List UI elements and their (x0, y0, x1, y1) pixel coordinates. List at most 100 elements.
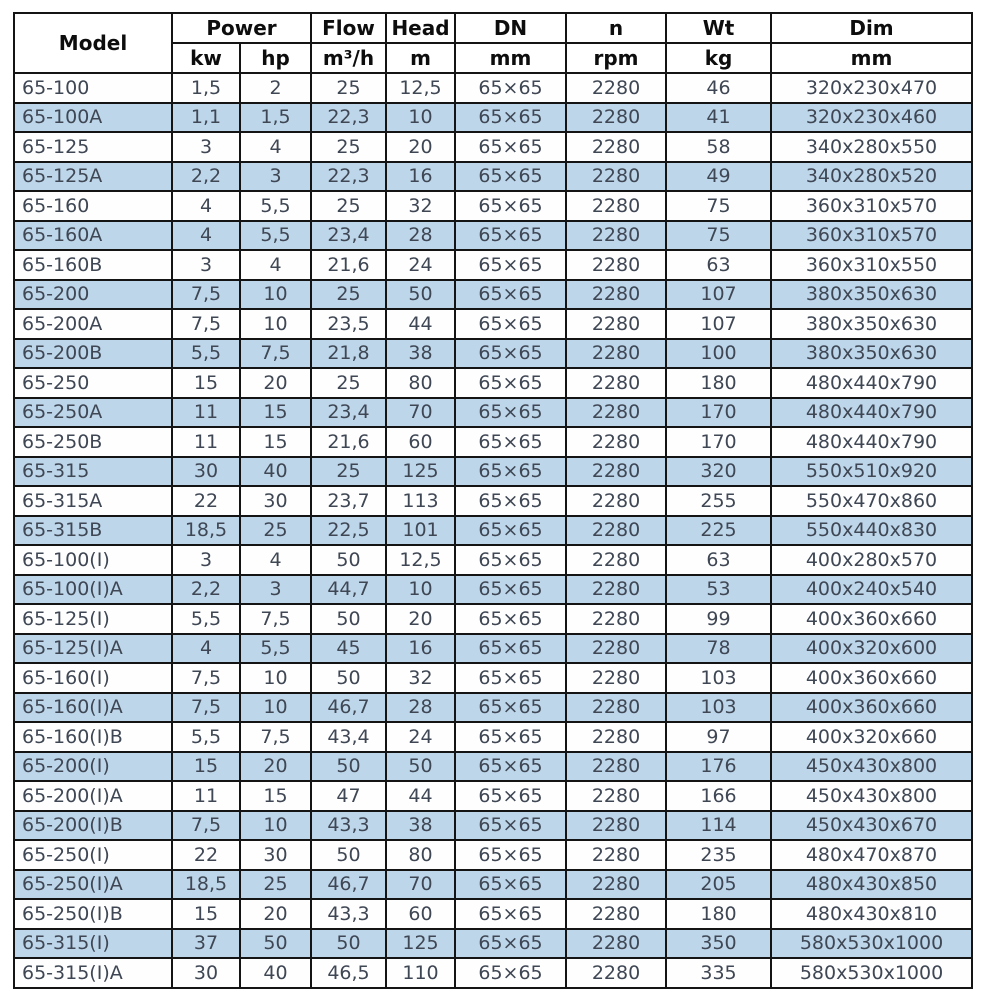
unit-flow: m³/h (310, 42, 387, 74)
weight-cell: 225 (665, 514, 772, 546)
dim-cell: 550x510x920 (770, 455, 973, 487)
power-hp-cell: 50 (239, 927, 312, 959)
weight-cell: 235 (665, 839, 772, 871)
dn-cell: 65×65 (454, 219, 567, 251)
power-hp-cell: 3 (239, 160, 312, 192)
rpm-cell: 2280 (565, 278, 667, 310)
power-kw-cell: 3 (171, 131, 241, 163)
power-kw-cell: 3 (171, 544, 241, 576)
rpm-cell: 2280 (565, 839, 667, 871)
head-cell: 70 (385, 868, 456, 900)
dn-cell: 65×65 (454, 632, 567, 664)
power-kw-cell: 11 (171, 426, 241, 458)
dim-cell: 480x430x810 (770, 898, 973, 930)
dim-cell: 400x320x660 (770, 721, 973, 753)
head-cell: 28 (385, 219, 456, 251)
power-kw-cell: 7,5 (171, 308, 241, 340)
dn-cell: 65×65 (454, 101, 567, 133)
rpm-cell: 2280 (565, 160, 667, 192)
dim-cell: 400x240x540 (770, 573, 973, 605)
dn-cell: 65×65 (454, 249, 567, 281)
power-hp-cell: 10 (239, 691, 312, 723)
power-hp-cell: 4 (239, 249, 312, 281)
weight-cell: 63 (665, 249, 772, 281)
power-kw-cell: 30 (171, 957, 241, 989)
model-cell: 65-125(I)A (13, 632, 173, 664)
header-model: Model (13, 12, 173, 74)
rpm-cell: 2280 (565, 898, 667, 930)
model-cell: 65-100 (13, 72, 173, 104)
table-row: 65-200B 5,5 7,5 21,8 38 65×65 2280 100 380x350x6… (13, 337, 973, 369)
rpm-cell: 2280 (565, 514, 667, 546)
head-cell: 20 (385, 131, 456, 163)
dn-cell: 65×65 (454, 367, 567, 399)
model-cell: 65-160(I)A (13, 691, 173, 723)
power-kw-cell: 2,2 (171, 160, 241, 192)
rpm-cell: 2280 (565, 219, 667, 251)
power-hp-cell: 5,5 (239, 190, 312, 222)
flow-cell: 23,4 (310, 396, 387, 428)
head-cell: 125 (385, 927, 456, 959)
dim-cell: 400x360x660 (770, 691, 973, 723)
rpm-cell: 2280 (565, 544, 667, 576)
head-cell: 38 (385, 337, 456, 369)
head-cell: 80 (385, 839, 456, 871)
head-cell: 80 (385, 367, 456, 399)
dim-cell: 400x360x660 (770, 603, 973, 635)
head-cell: 50 (385, 278, 456, 310)
head-cell: 101 (385, 514, 456, 546)
weight-cell: 41 (665, 101, 772, 133)
flow-cell: 46,5 (310, 957, 387, 989)
header-row-labels: Model Power Flow Head DN n Wt Dim (13, 12, 973, 74)
weight-cell: 107 (665, 308, 772, 340)
table-row: 65-250(I)A 18,5 25 46,7 70 65×65 2280 205 480x43… (13, 868, 973, 900)
rpm-cell: 2280 (565, 691, 667, 723)
table-row: 65-315(I)A 30 40 46,5 110 65×65 2280 335 580x530… (13, 957, 973, 989)
rpm-cell: 2280 (565, 632, 667, 664)
model-cell: 65-200(I)B (13, 809, 173, 841)
table-row: 65-160(I)B 5,5 7,5 43,4 24 65×65 2280 97 400x320… (13, 721, 973, 753)
rpm-cell: 2280 (565, 721, 667, 753)
table-row: 65-250(I)B 15 20 43,3 60 65×65 2280 180 480x430x… (13, 898, 973, 930)
dn-cell: 65×65 (454, 455, 567, 487)
weight-cell: 205 (665, 868, 772, 900)
dn-cell: 65×65 (454, 780, 567, 812)
rpm-cell: 2280 (565, 868, 667, 900)
weight-cell: 180 (665, 898, 772, 930)
power-kw-cell: 30 (171, 455, 241, 487)
dn-cell: 65×65 (454, 485, 567, 517)
rpm-cell: 2280 (565, 927, 667, 959)
table-row: 65-315B 18,5 25 22,5 101 65×65 2280 225 550x440x… (13, 514, 973, 546)
rpm-cell: 2280 (565, 455, 667, 487)
flow-cell: 22,3 (310, 101, 387, 133)
weight-cell: 75 (665, 219, 772, 251)
power-hp-cell: 15 (239, 426, 312, 458)
dn-cell: 65×65 (454, 131, 567, 163)
head-cell: 28 (385, 691, 456, 723)
dim-cell: 550x470x860 (770, 485, 973, 517)
head-cell: 60 (385, 426, 456, 458)
table-row: 65-315 30 40 25 125 65×65 2280 320 550x510x920 (13, 455, 973, 487)
rpm-cell: 2280 (565, 308, 667, 340)
weight-cell: 107 (665, 278, 772, 310)
dn-cell: 65×65 (454, 750, 567, 782)
flow-cell: 46,7 (310, 691, 387, 723)
dim-cell: 320x230x460 (770, 101, 973, 133)
weight-cell: 78 (665, 632, 772, 664)
dn-cell: 65×65 (454, 927, 567, 959)
flow-cell: 25 (310, 190, 387, 222)
model-cell: 65-250 (13, 367, 173, 399)
dim-cell: 380x350x630 (770, 308, 973, 340)
flow-cell: 22,5 (310, 514, 387, 546)
table-row: 65-125A 2,2 3 22,3 16 65×65 2280 49 340x280x520 (13, 160, 973, 192)
model-cell: 65-125A (13, 160, 173, 192)
dn-cell: 65×65 (454, 721, 567, 753)
dim-cell: 340x280x520 (770, 160, 973, 192)
table-row: 65-100(I) 3 4 50 12,5 65×65 2280 63 400x280x570 (13, 544, 973, 576)
power-hp-cell: 20 (239, 750, 312, 782)
power-kw-cell: 3 (171, 249, 241, 281)
dim-cell: 480x440x790 (770, 367, 973, 399)
power-hp-cell: 5,5 (239, 219, 312, 251)
table-row: 65-250 15 20 25 80 65×65 2280 180 480x440x790 (13, 367, 973, 399)
head-cell: 32 (385, 190, 456, 222)
